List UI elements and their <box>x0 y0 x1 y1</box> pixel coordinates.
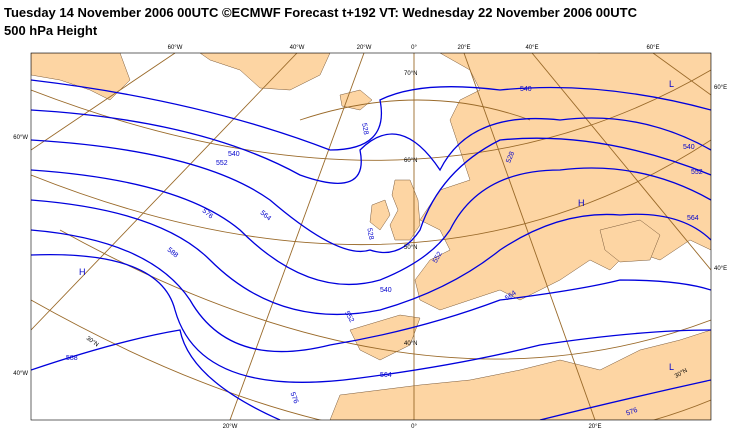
map <box>31 53 711 420</box>
lon-label: 60°W <box>168 45 183 51</box>
high-center: H <box>578 198 585 208</box>
contour-label: 576 <box>289 391 300 404</box>
lon-label: 60°W <box>13 135 28 141</box>
lat-label: 50°N <box>404 245 417 251</box>
lat-label: 60°N <box>404 158 417 164</box>
contour-label: 588 <box>66 355 78 362</box>
contour-label: 528 <box>505 151 516 164</box>
contour-label: 540 <box>228 151 240 158</box>
land <box>31 53 711 420</box>
high-center: H <box>79 267 86 277</box>
contour-label: 540 <box>520 86 532 93</box>
low-center: L <box>669 362 674 372</box>
lon-label: 60°E <box>714 85 727 91</box>
lat-label: 70°N <box>404 71 417 77</box>
contour-label: 540 <box>380 287 392 294</box>
title: Tuesday 14 November 2006 00UTC ©ECMWF Fo… <box>4 5 638 20</box>
contour-label: 552 <box>432 251 444 265</box>
lon-label: 40°W <box>13 371 28 377</box>
labels: 60°W 40°W 20°W 0° 20°E 40°E 60°E 20°W 0°… <box>13 45 727 430</box>
lon-label: 20°E <box>588 424 601 430</box>
lon-label: 0° <box>411 424 417 430</box>
graticule <box>31 53 711 420</box>
lon-label: 20°W <box>223 424 238 430</box>
lon-label: 60°E <box>646 45 659 51</box>
subtitle: 500 hPa Height <box>4 23 98 38</box>
lon-label: 40°E <box>714 266 727 272</box>
lon-label: 20°E <box>457 45 470 51</box>
contour-label: 576 <box>625 407 638 418</box>
low-center: L <box>669 79 674 89</box>
lat-label: 40°N <box>404 341 417 347</box>
contour-label: 552 <box>216 160 228 167</box>
contour-label: 552 <box>343 310 355 324</box>
lon-label: 20°W <box>357 45 372 51</box>
contour-label: 552 <box>691 169 703 176</box>
contour-label: 564 <box>380 372 392 379</box>
contour-label: 540 <box>683 144 695 151</box>
contour-label: 528 <box>360 123 369 136</box>
lat-label: 30°N <box>674 368 689 380</box>
frame <box>30 52 712 421</box>
contour-label: 528 <box>365 228 374 241</box>
lon-label: 0° <box>411 45 417 51</box>
lon-label: 40°E <box>525 45 538 51</box>
contours <box>31 79 711 420</box>
contour-labels: 540 528 540 552 576 564 588 528 552 540 … <box>66 79 703 417</box>
contour-label: 564 <box>687 215 699 222</box>
lon-label: 40°W <box>290 45 305 51</box>
